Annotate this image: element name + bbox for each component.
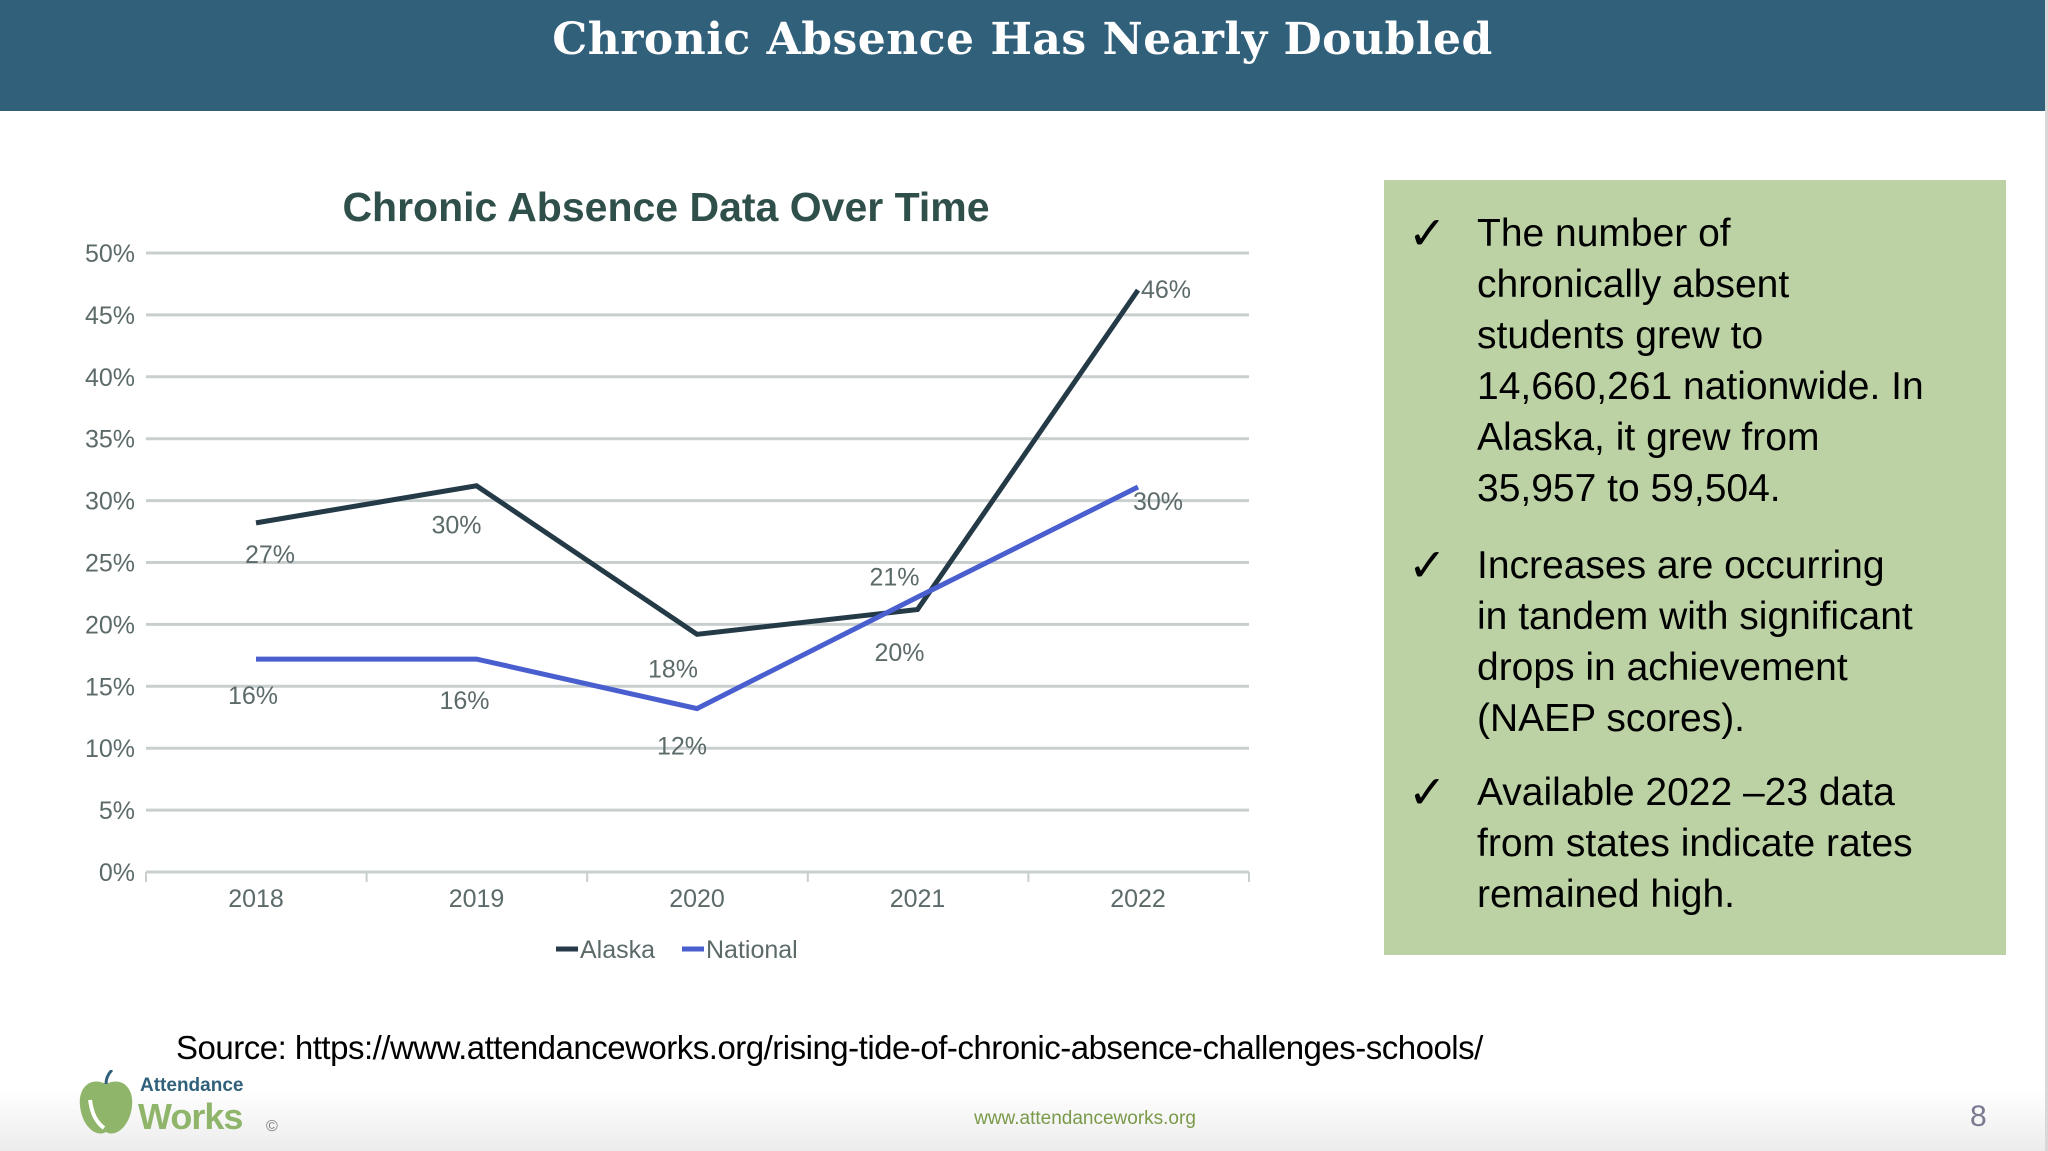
bullet-line: Increases are occurring	[1477, 544, 1885, 587]
y-tick-label: 50%	[85, 240, 135, 268]
x-tick-label: 2021	[890, 885, 946, 913]
x-tick-label: 2022	[1110, 885, 1166, 913]
data-label: 30%	[1133, 488, 1183, 516]
bullet-text: The number of chronically absent students …	[1477, 208, 1924, 514]
footer-bar	[0, 1090, 2045, 1151]
data-label: 18%	[648, 655, 698, 683]
data-label: 46%	[1141, 276, 1191, 304]
slide-title: Chronic Absence Has Nearly Doubled	[552, 14, 1493, 65]
attendance-works-logo: Attendance Works ©	[76, 1070, 296, 1142]
check-icon: ✓	[1408, 206, 1447, 260]
bullet-text: Available 2022 –23 data from states indic…	[1477, 767, 1913, 920]
y-tick-label: 30%	[85, 488, 135, 516]
source-citation: Source: https://www.attendanceworks.org/…	[176, 1030, 1483, 1066]
y-tick-label: 40%	[85, 364, 135, 392]
bullet-line: chronically absent	[1477, 263, 1790, 306]
y-tick-label: 35%	[85, 426, 135, 454]
bullet-line: Alaska, it grew from	[1477, 416, 1820, 459]
line-chart: Chronic Absence Data Over Time 0% 5% 10% 15%…	[85, 184, 1250, 964]
y-tick-label: 5%	[99, 797, 135, 825]
y-tick-label: 15%	[85, 673, 135, 701]
slide-header: Chronic Absence Has Nearly Doubled	[0, 0, 2045, 111]
data-label: 30%	[431, 512, 481, 540]
x-tick-label: 2020	[669, 885, 725, 913]
series-line-national	[256, 484, 1140, 712]
y-tick-label: 20%	[85, 611, 135, 639]
bullet-line: 35,957 to 59,504.	[1477, 467, 1781, 510]
window-edge	[2045, 0, 2048, 1151]
source-label: Source	[176, 1029, 278, 1066]
y-tick-label: 45%	[85, 302, 135, 330]
logo-line1: Attendance	[140, 1075, 244, 1096]
bullet-line: The number of	[1477, 212, 1731, 255]
bullet-line: (NAEP scores).	[1477, 697, 1746, 740]
apple-icon	[79, 1070, 133, 1134]
y-tick-label: 10%	[85, 735, 135, 763]
check-icon: ✓	[1408, 538, 1447, 592]
legend-label: National	[706, 936, 798, 964]
bullet-line: drops in achievement	[1477, 646, 1848, 689]
data-label: 21%	[869, 564, 919, 592]
x-tick-label: 2018	[228, 885, 284, 913]
logo-line2: Works	[138, 1096, 243, 1137]
data-label: 20%	[874, 639, 924, 667]
check-icon: ✓	[1408, 765, 1447, 819]
data-label: 16%	[439, 687, 489, 715]
copyright-symbol: ©	[266, 1118, 278, 1135]
bullet-line: from states indicate rates	[1477, 822, 1913, 865]
series-line-alaska	[255, 288, 1141, 637]
data-label: 12%	[657, 733, 707, 761]
bullet-line: in tandem with significant	[1477, 595, 1913, 638]
page-number: 8	[1970, 1100, 1987, 1133]
bullet-line: 14,660,261 nationwide. In	[1477, 365, 1924, 408]
chart-title: Chronic Absence Data Over Time	[342, 184, 989, 230]
data-label: 27%	[245, 541, 295, 569]
y-tick-label: 0%	[99, 859, 135, 887]
bullet-line: Available 2022 –23 data	[1477, 771, 1895, 814]
source-url: : https://www.attendanceworks.org/rising…	[277, 1029, 1484, 1066]
y-tick-label: 25%	[85, 550, 135, 578]
bullet-line: remained high.	[1477, 873, 1735, 916]
bullet-line: students grew to	[1477, 314, 1764, 357]
key-points-box: ✓ The number of chronically absent students…	[1384, 180, 2006, 955]
data-label: 16%	[228, 682, 278, 710]
footer-website: www.attendanceworks.org	[974, 1108, 1196, 1129]
bullet-text: Increases are occurring in tandem with si…	[1477, 540, 1913, 744]
x-tick-label: 2019	[449, 885, 505, 913]
legend-label: Alaska	[580, 936, 655, 964]
